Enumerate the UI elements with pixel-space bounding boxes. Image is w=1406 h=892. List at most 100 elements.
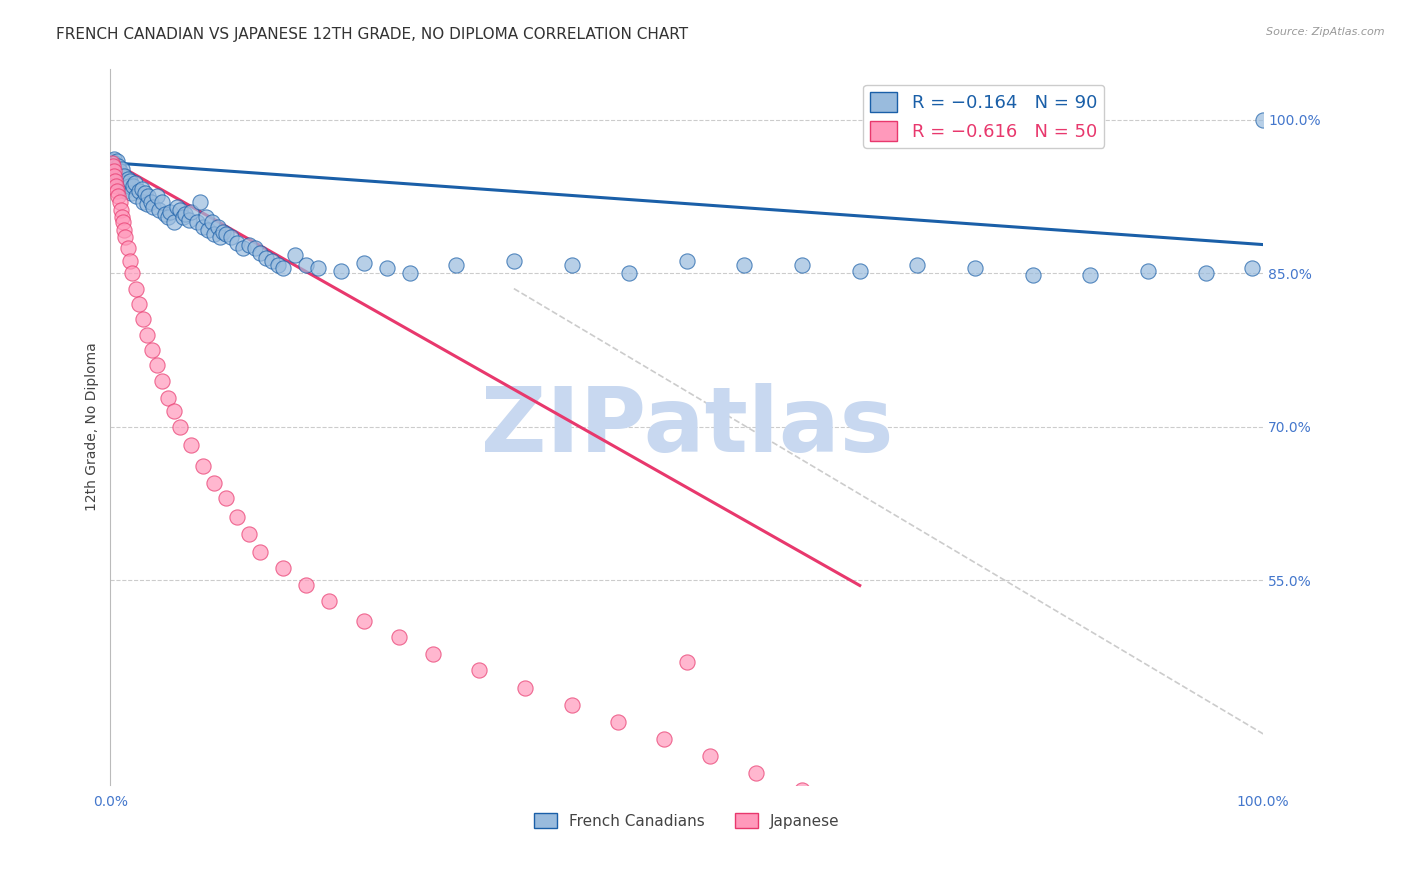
Point <box>215 227 238 242</box>
Point <box>134 186 156 201</box>
Point <box>114 230 136 244</box>
Point <box>188 194 211 209</box>
Point <box>468 664 491 678</box>
Point <box>100 155 122 169</box>
Point <box>1194 266 1216 280</box>
Point <box>837 800 859 814</box>
Point <box>120 186 142 201</box>
Point <box>197 223 219 237</box>
Point <box>1021 268 1043 283</box>
Point <box>142 200 165 214</box>
Point <box>745 765 768 780</box>
Text: FRENCH CANADIAN VS JAPANESE 12TH GRADE, NO DIPLOMA CORRELATION CHART: FRENCH CANADIAN VS JAPANESE 12TH GRADE, … <box>56 27 689 42</box>
Point <box>318 594 340 608</box>
Point <box>117 172 139 186</box>
Point <box>195 210 218 224</box>
Point <box>273 261 295 276</box>
Point <box>249 544 271 558</box>
Point <box>139 194 162 209</box>
Point <box>108 194 131 209</box>
Point <box>111 210 134 224</box>
Point <box>105 169 128 183</box>
Point <box>112 215 135 229</box>
Point <box>117 241 139 255</box>
Point <box>790 783 813 797</box>
Point <box>150 194 173 209</box>
Point <box>136 327 159 342</box>
Point <box>108 164 131 178</box>
Point <box>138 189 160 203</box>
Point <box>150 374 173 388</box>
Point <box>107 189 129 203</box>
Point <box>100 153 122 168</box>
Point <box>114 185 136 199</box>
Point <box>125 282 148 296</box>
Point <box>243 241 266 255</box>
Point <box>103 164 125 178</box>
Point <box>112 169 135 183</box>
Point <box>105 153 128 168</box>
Point <box>201 215 224 229</box>
Point <box>159 204 181 219</box>
Point <box>118 254 141 268</box>
Point <box>307 261 329 276</box>
Point <box>136 196 159 211</box>
Point <box>207 220 229 235</box>
Point <box>180 204 202 219</box>
Point <box>733 258 755 272</box>
Legend: French Canadians, Japanese: French Canadians, Japanese <box>527 806 846 835</box>
Point <box>104 174 127 188</box>
Point <box>118 179 141 194</box>
Point <box>166 200 188 214</box>
Point <box>652 732 675 747</box>
Point <box>208 230 231 244</box>
Point <box>145 359 167 373</box>
Point <box>157 391 180 405</box>
Point <box>226 235 249 250</box>
Point <box>169 202 191 217</box>
Point <box>699 749 721 764</box>
Point <box>388 630 411 644</box>
Point <box>232 241 254 255</box>
Point <box>105 174 128 188</box>
Point <box>153 207 176 221</box>
Point <box>202 227 225 242</box>
Point <box>249 245 271 260</box>
Point <box>238 527 260 541</box>
Point <box>104 164 127 178</box>
Point <box>112 223 135 237</box>
Point <box>105 179 128 194</box>
Point <box>353 615 375 629</box>
Point <box>101 159 124 173</box>
Point <box>128 185 150 199</box>
Point <box>105 185 128 199</box>
Point <box>330 264 353 278</box>
Point <box>1078 268 1101 283</box>
Point <box>103 152 125 166</box>
Point <box>254 251 277 265</box>
Point <box>675 655 697 669</box>
Text: ZIPatlas: ZIPatlas <box>481 383 893 471</box>
Point <box>1136 264 1159 278</box>
Point <box>111 161 134 176</box>
Point <box>260 254 283 268</box>
Point <box>1251 112 1274 127</box>
Point <box>110 169 132 183</box>
Point <box>131 182 153 196</box>
Point <box>174 207 197 221</box>
Point <box>163 404 186 418</box>
Point <box>101 159 124 173</box>
Point <box>905 258 928 272</box>
Point <box>790 258 813 272</box>
Point <box>124 176 146 190</box>
Point <box>107 159 129 173</box>
Point <box>110 202 132 217</box>
Point <box>295 258 318 272</box>
Point <box>131 312 153 326</box>
Point <box>112 174 135 188</box>
Point <box>617 266 640 280</box>
Point <box>202 476 225 491</box>
Point <box>125 189 148 203</box>
Point <box>177 213 200 227</box>
Point <box>675 254 697 268</box>
